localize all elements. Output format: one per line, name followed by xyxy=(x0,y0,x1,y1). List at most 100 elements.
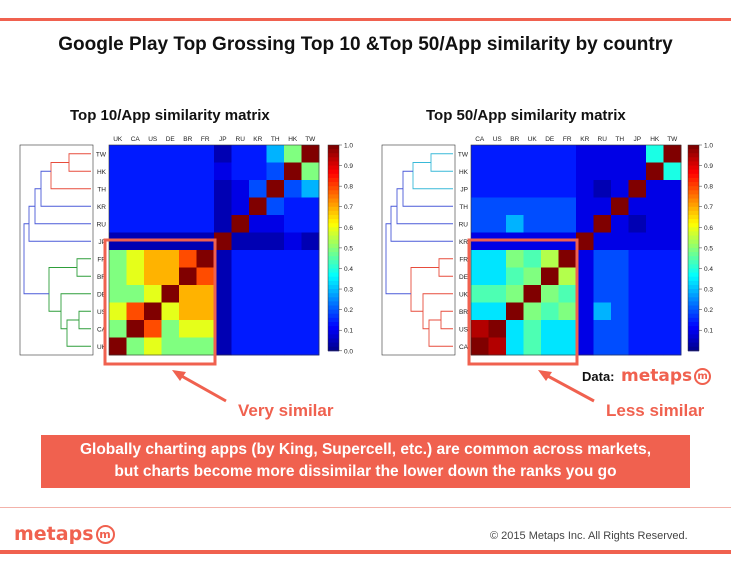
y-tick-label: JP xyxy=(460,186,468,193)
heatmap-cell xyxy=(144,180,162,198)
colorbar-segment xyxy=(328,260,339,265)
colorbar-segment xyxy=(688,272,699,278)
colorbar-tick-label: 0.6 xyxy=(344,225,353,232)
colorbar-segment xyxy=(688,210,699,216)
x-tick-label: UK xyxy=(528,136,538,143)
heatmap-cell xyxy=(506,320,524,338)
colorbar-segment xyxy=(328,186,339,191)
heatmap-cell xyxy=(161,162,180,181)
heatmap-cell xyxy=(663,232,682,251)
colorbar-tick-label: 0.8 xyxy=(344,184,353,191)
colorbar-segment xyxy=(328,305,339,311)
heatmap-cell xyxy=(266,285,285,303)
colorbar-segment xyxy=(688,305,699,311)
heatmap-cell xyxy=(663,320,682,338)
dendrogram-link xyxy=(428,319,453,347)
heatmap-cell xyxy=(214,232,232,251)
heatmap-cell xyxy=(488,215,507,233)
heatmap-cell xyxy=(161,302,180,321)
y-tick-label: KR xyxy=(459,239,468,246)
heatmap-cell xyxy=(179,302,197,321)
heatmap-cell xyxy=(196,337,215,356)
heatmap-cell xyxy=(249,162,267,181)
colorbar-segment xyxy=(688,169,699,175)
copyright-text: © 2015 Metaps Inc. All Rights Reserved. xyxy=(490,530,688,542)
heatmap-cell xyxy=(471,302,489,321)
heatmap-cell xyxy=(646,215,664,233)
x-tick-label: RU xyxy=(236,136,246,143)
heatmap-cell xyxy=(611,337,629,356)
heatmap-cell xyxy=(126,180,145,198)
heatmap-cell xyxy=(249,250,267,268)
heatmap-cell xyxy=(144,215,162,233)
bottom-accent-bar xyxy=(0,550,731,554)
heatmap-cell xyxy=(576,232,594,251)
heatmap-cell xyxy=(231,320,250,338)
heatmap-cell xyxy=(471,197,489,216)
heatmap-cell xyxy=(231,285,250,303)
heatmap-cell xyxy=(249,215,267,233)
colorbar-segment xyxy=(688,301,699,307)
heatmap-cell xyxy=(284,267,302,286)
heatmap-cell xyxy=(231,232,250,251)
y-tick-label: TH xyxy=(459,204,468,211)
colorbar-segment xyxy=(328,330,339,335)
heatmap-cell xyxy=(523,267,542,286)
heatmap-cell xyxy=(301,197,320,216)
colorbar-tick-label: 0.3 xyxy=(704,287,713,294)
heatmap-cell xyxy=(161,197,180,216)
colorbar-segment xyxy=(328,161,339,167)
footer-logo[interactable]: metaps m xyxy=(14,523,115,545)
colorbar-segment xyxy=(328,309,339,315)
heatmap-cell xyxy=(301,145,320,163)
heatmap-cell xyxy=(541,197,559,216)
heatmap-cell xyxy=(301,267,320,286)
colorbar-tick-label: 0.4 xyxy=(704,266,713,273)
heatmap-cell xyxy=(196,215,215,233)
heatmap-cell xyxy=(144,302,162,321)
colorbar-tick-label: 0.6 xyxy=(704,225,713,232)
colorbar-segment xyxy=(688,338,699,344)
heatmap-cell xyxy=(593,267,612,286)
x-tick-label: CA xyxy=(475,136,485,143)
colorbar-segment xyxy=(328,256,339,261)
dendrogram-frame xyxy=(381,144,456,356)
heatmap-cell xyxy=(126,215,145,233)
heatmap-cell xyxy=(593,250,612,268)
colorbar-segment xyxy=(688,173,699,179)
heatmap-cell xyxy=(231,337,250,356)
heatmap-cell xyxy=(663,337,682,356)
colorbar-segment xyxy=(688,145,699,150)
dendrogram-link xyxy=(48,267,77,312)
colorbar-segment xyxy=(328,317,339,323)
heatmap-cell xyxy=(249,337,267,356)
heatmap-cell xyxy=(301,337,320,356)
heatmap-cell xyxy=(126,267,145,286)
heatmap-cell xyxy=(249,232,267,251)
colorbar-segment xyxy=(688,165,699,171)
heatmap-cell xyxy=(109,285,127,303)
callout-line-1: Globally charting apps (by King, Superce… xyxy=(79,441,652,458)
heatmap-cell xyxy=(611,180,629,198)
heatmap-cell xyxy=(161,285,180,303)
heatmap-cell xyxy=(593,197,612,216)
heatmap-cell xyxy=(646,197,664,216)
heatmap-cell xyxy=(161,145,180,163)
x-tick-label: FR xyxy=(201,136,210,143)
arrow-very-similar xyxy=(172,370,227,403)
x-tick-label: US xyxy=(148,136,158,143)
y-tick-label: HK xyxy=(459,169,469,176)
heatmap-cell xyxy=(109,250,127,268)
heatmap-cell xyxy=(266,215,285,233)
heatmap-cell xyxy=(576,267,594,286)
heatmap-cell xyxy=(541,180,559,198)
y-tick-label: JP xyxy=(98,239,106,246)
heatmap-cell xyxy=(471,145,489,163)
heatmap-cell xyxy=(144,250,162,268)
heatmap-cell xyxy=(161,250,180,268)
colorbar-segment xyxy=(328,280,339,286)
footer-brand-text: metaps xyxy=(14,523,94,545)
heatmap-cell xyxy=(506,250,524,268)
heatmap-cell xyxy=(109,197,127,216)
heatmap-cell xyxy=(576,337,594,356)
